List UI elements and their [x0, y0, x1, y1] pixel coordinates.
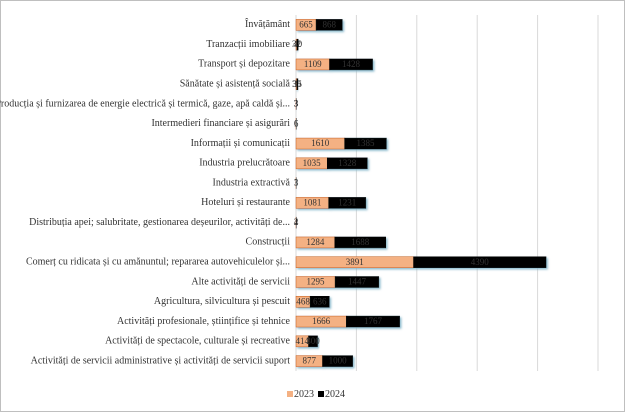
legend-label: 2024	[325, 389, 345, 400]
data-label: 636	[313, 296, 327, 306]
bar	[308, 335, 318, 348]
legend-swatch	[318, 391, 324, 397]
data-label: 468	[296, 296, 310, 306]
y-tick-label: Industria extractivă	[213, 177, 291, 188]
bar	[344, 137, 387, 150]
y-tick-label: Activități de servicii administrative și…	[31, 355, 291, 366]
bar	[296, 38, 299, 51]
bar	[315, 19, 343, 31]
bar	[334, 236, 387, 249]
bar	[328, 197, 367, 209]
data-label: 1688	[351, 237, 370, 247]
data-label: 665	[299, 19, 313, 29]
y-tick-label: Învățământ	[245, 18, 290, 30]
y-tick-label: Activități profesionale, științifice și …	[117, 316, 291, 327]
bar	[322, 355, 353, 367]
data-label: 1610	[311, 138, 330, 148]
data-label: 35	[293, 79, 303, 89]
y-tick-label: Comerț cu ridicata și cu amănuntul; repa…	[26, 257, 290, 268]
y-tick-label: Tranzacții imobiliare	[206, 39, 290, 50]
data-label: 1447	[348, 277, 367, 287]
y-tick-label: Sănătate și asistență socială	[180, 79, 291, 90]
bar	[327, 157, 368, 170]
data-label: 2	[294, 217, 299, 227]
bar	[346, 315, 400, 328]
y-tick-label: Informații și comunicații	[191, 138, 291, 149]
data-label: 4390	[471, 257, 490, 267]
y-tick-label: Construcții	[246, 237, 291, 248]
data-label: 868	[322, 19, 336, 29]
data-label: 1035	[303, 158, 322, 168]
y-tick-label: Transport și depozitare	[198, 59, 290, 70]
bar	[413, 256, 547, 268]
y-tick-label: Distribuția apei; salubritate, gestionar…	[29, 217, 290, 228]
data-label: 3891	[346, 257, 364, 267]
y-tick-label: Alte activități de servicii	[191, 276, 290, 287]
data-label: 300	[306, 336, 320, 346]
data-label: 414	[296, 336, 310, 346]
y-tick-label: Activități de spectacole, culturale și r…	[105, 336, 290, 347]
y-tick-label: Industria prelucrătoare	[199, 158, 290, 169]
data-label: 1428	[342, 59, 361, 69]
data-label: 32	[292, 39, 301, 49]
data-label: 877	[302, 356, 316, 366]
bar	[334, 276, 380, 288]
legend-swatch	[287, 391, 293, 397]
data-label: 6	[294, 118, 299, 128]
data-label: 1328	[338, 158, 357, 168]
data-label: 3	[294, 178, 299, 188]
data-label: 1666	[312, 316, 331, 326]
legend-label: 2023	[294, 389, 314, 400]
data-label: 1109	[304, 59, 322, 69]
data-label: 40	[293, 39, 303, 49]
data-label: 1295	[307, 277, 326, 287]
bar	[329, 58, 373, 71]
data-label: 1385	[357, 138, 376, 148]
bar	[309, 296, 330, 308]
bar	[296, 78, 299, 90]
y-tick-label: Hoteluri și restaurante	[201, 197, 290, 208]
data-label: 1284	[306, 237, 325, 247]
data-label: 3	[294, 99, 299, 109]
y-tick-label: Intermedieri financiare și asigurări	[151, 118, 290, 129]
data-label: 1000	[329, 356, 348, 366]
y-tick-label: Producția și furnizarea de energie elect…	[0, 98, 290, 109]
data-label: 1767	[364, 316, 383, 326]
y-tick-label: Agricultura, silvicultura și pescuit	[154, 296, 290, 307]
data-label: 1081	[303, 197, 321, 207]
data-label: 1231	[338, 197, 356, 207]
